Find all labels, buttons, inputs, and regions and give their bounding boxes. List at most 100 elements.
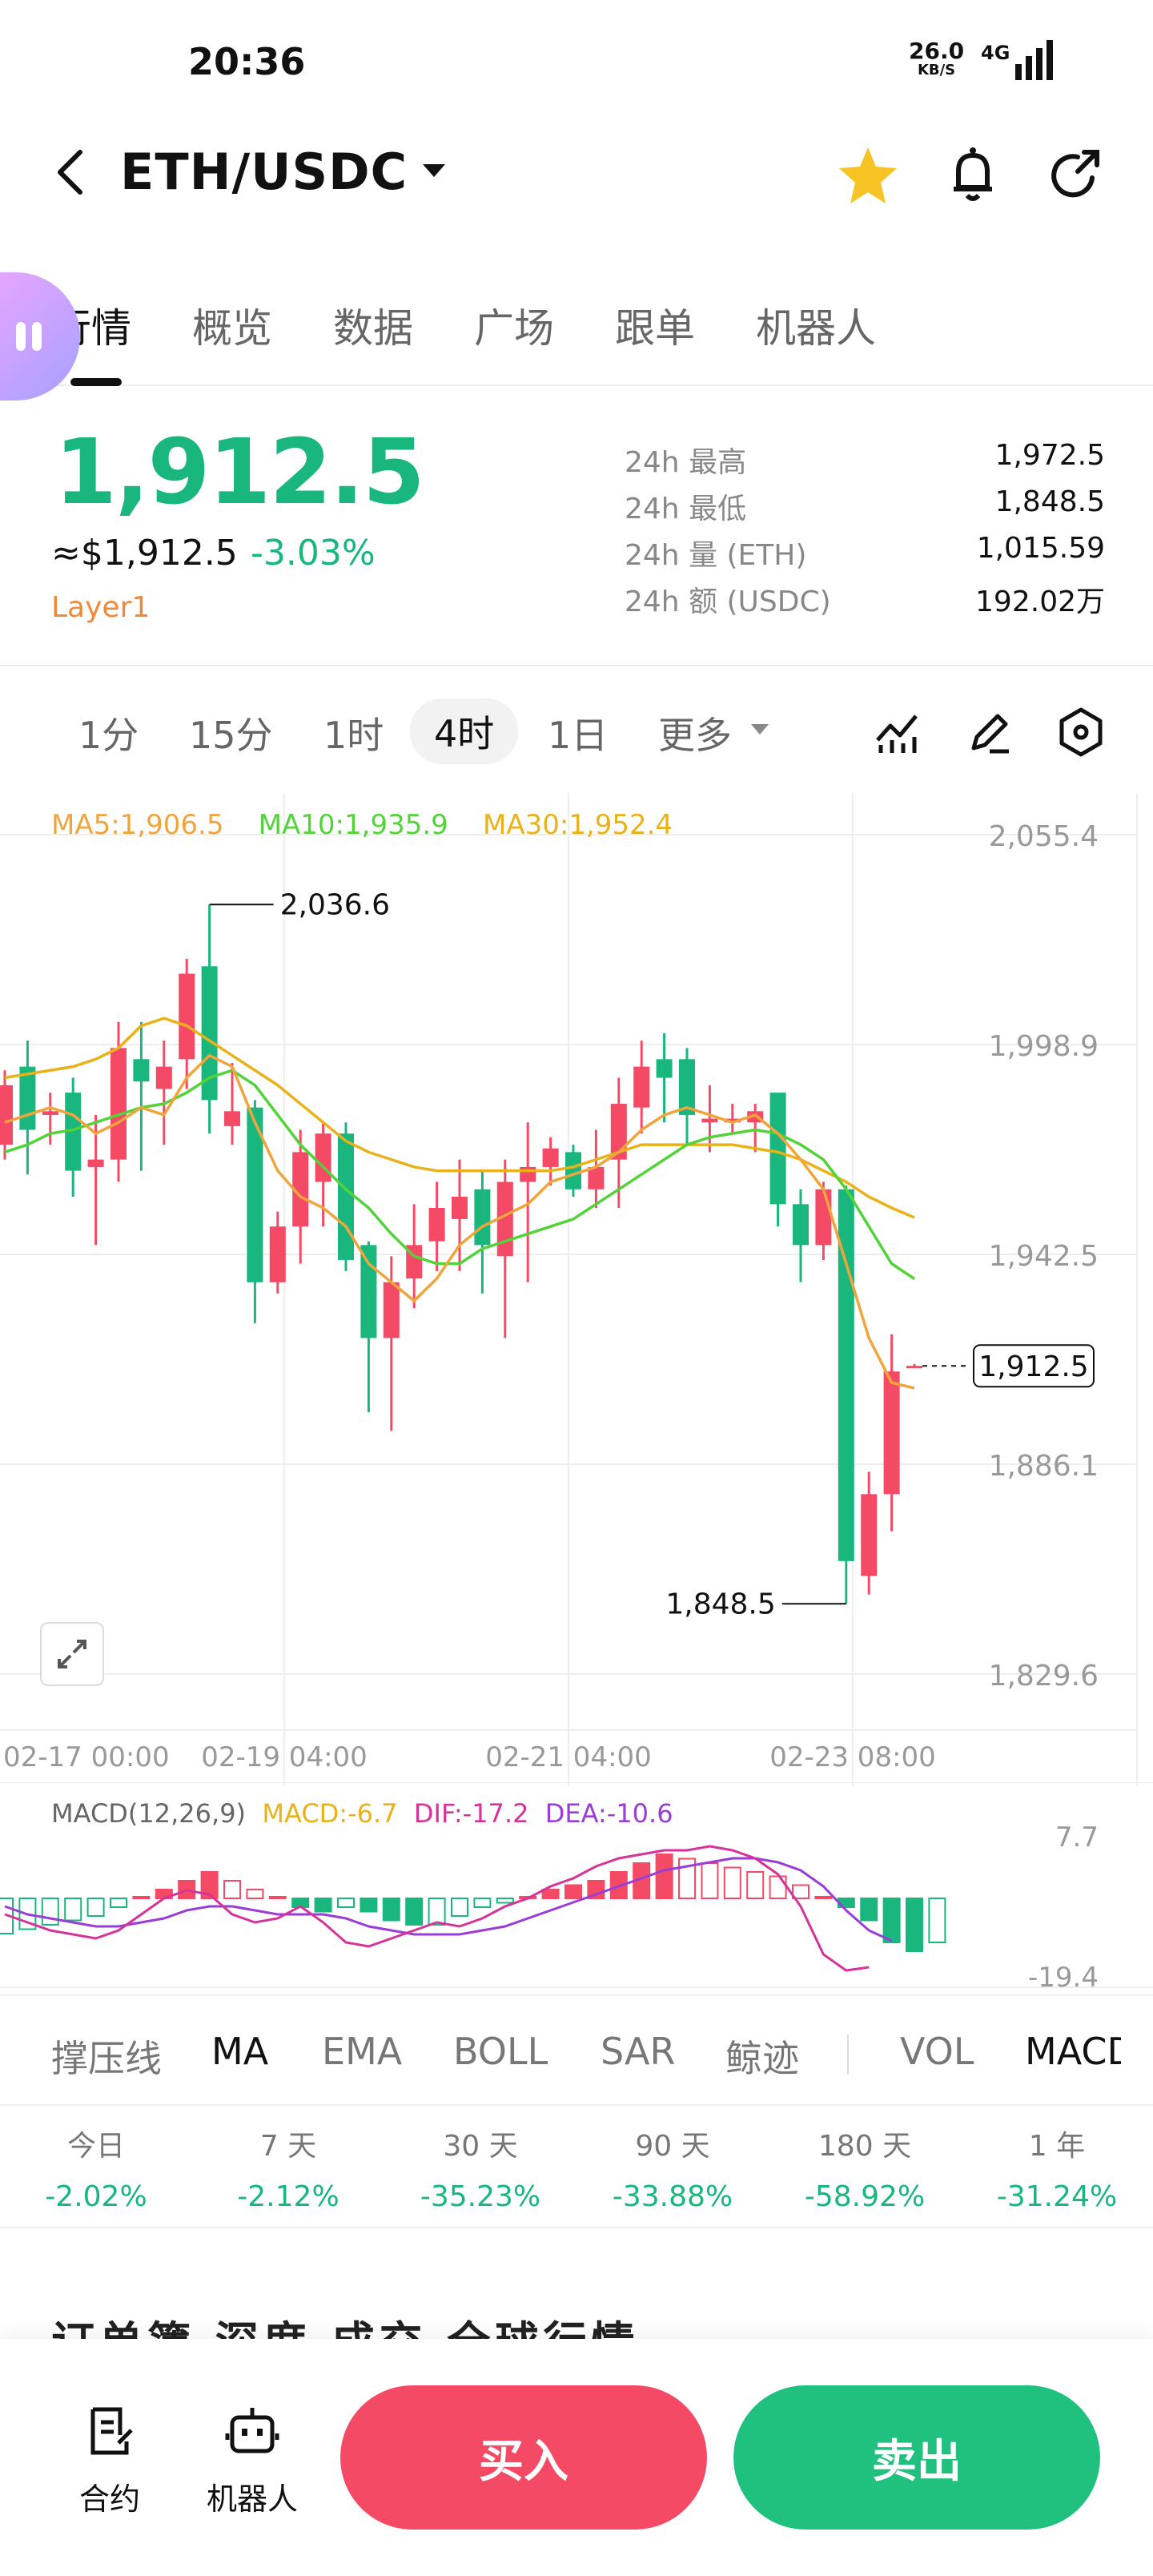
indicator-support[interactable]: 撑压线 — [51, 2037, 162, 2080]
perf-today: 今日 -2.02% — [0, 2123, 192, 2213]
last-price-box — [973, 1344, 1095, 1388]
pair-title[interactable]: ETH/USDC — [120, 143, 408, 201]
bot-nav[interactable]: 机器人 — [200, 2403, 304, 2518]
fullscreen-button[interactable] — [40, 1622, 104, 1686]
stat-value: 1,848.5 — [994, 485, 1105, 518]
x-tick-label: 02-19 04:00 — [201, 1741, 368, 1773]
net-speed-value: 26.0 — [909, 38, 965, 64]
candle-body — [588, 1166, 605, 1189]
dif-value: DIF:-17.2 — [413, 1798, 529, 1829]
kline-chart[interactable]: 2,055.4 1,998.9 1,942.5 1,886.1 1,829.6 2,036… — [0, 793, 1153, 1786]
candle-body — [224, 1111, 240, 1126]
candle-body — [179, 973, 195, 1060]
candle-body — [338, 1133, 354, 1260]
tab-square[interactable]: 广场 — [474, 305, 554, 352]
macd-value: MACD:-6.7 — [262, 1798, 398, 1829]
indicator-ema[interactable]: EMA — [322, 2030, 403, 2073]
perf-label: 今日 — [66, 2130, 125, 2163]
interval-4h[interactable]: 4时 — [410, 698, 519, 764]
candle-body — [247, 1107, 263, 1282]
ma10-label: MA10:1,935.9 — [258, 809, 448, 841]
macd-bar — [678, 1858, 696, 1899]
candle-body — [906, 1366, 922, 1369]
indicator-macd[interactable]: MACD — [1025, 2030, 1121, 2073]
indicator-bar: 撑压线 MA EMA BOLL SAR 鲸迹 VOL MACD — [0, 1994, 1153, 2106]
back-icon[interactable] — [48, 144, 96, 200]
interval-1d[interactable]: 1日 — [548, 714, 609, 757]
y-tick-label: 1,886.1 — [989, 1450, 1099, 1483]
interval-more[interactable]: 更多 — [658, 714, 732, 757]
low-marker-label: 1,848.5 — [665, 1588, 775, 1620]
sell-button[interactable]: 卖出 — [733, 2385, 1100, 2530]
macd-bar — [223, 1880, 241, 1899]
indicator-boll[interactable]: BOLL — [453, 2030, 548, 2073]
x-tick-label: 02-17 00:00 — [3, 1741, 170, 1773]
ma30-line — [4, 1016, 915, 1219]
main-tabs: 行情 概览 数据 广场 跟单 机器人 — [0, 272, 1153, 386]
candle-body — [65, 1093, 82, 1171]
24h-stats: 24h 最高 1,972.5 24h 最低 1,848.5 24h 量 (ETH) 1… — [625, 439, 1105, 625]
macd-bar — [200, 1871, 219, 1899]
candle-body — [42, 1111, 58, 1115]
macd-bar — [64, 1898, 82, 1922]
indicator-whale[interactable]: 鲸迹 — [725, 2037, 799, 2080]
dea-line — [4, 1857, 893, 1942]
candle-body — [383, 1282, 400, 1338]
perf-1y: 1 年 -31.24% — [961, 2123, 1153, 2213]
net-speed-unit: KB/S — [917, 62, 956, 78]
section-tabs-peek[interactable]: 订单簿 深度 成交 全球行情 — [51, 2307, 639, 2339]
ma-legend: MA5:1,906.5 MA10:1,935.9 MA30:1,952.4 — [51, 809, 673, 841]
y-tick-label: 1,942.5 — [989, 1240, 1099, 1273]
pair-dropdown-icon[interactable] — [423, 164, 445, 177]
tab-bots[interactable]: 机器人 — [756, 305, 876, 352]
interval-1m[interactable]: 1分 — [78, 714, 139, 757]
perf-value: -2.12% — [237, 2180, 339, 2213]
interval-15m[interactable]: 15分 — [189, 714, 273, 757]
chart-type-icon[interactable] — [873, 708, 921, 756]
interval-bar: 1分 15分 1时 4时 1日 更多 — [0, 689, 1153, 769]
perf-7d: 7 天 -2.12% — [192, 2123, 384, 2213]
candle-body — [474, 1189, 491, 1246]
more-caret-icon[interactable] — [751, 724, 769, 735]
draw-pen-icon[interactable] — [966, 708, 1014, 756]
candle-body — [360, 1245, 377, 1338]
last-price-label: 1,912.5 — [978, 1350, 1088, 1383]
stat-label: 24h 量 (ETH) — [625, 539, 807, 572]
macd-bar — [337, 1898, 355, 1908]
macd-legend: MACD(12,26,9) MACD:-6.7 DIF:-17.2 DEA:-1… — [51, 1798, 673, 1829]
perf-label: 90 天 — [635, 2130, 710, 2163]
candle-body — [724, 1118, 741, 1123]
category-tag[interactable]: Layer1 — [51, 591, 151, 624]
robot-icon — [225, 2408, 279, 2453]
contract-nav[interactable]: 合约 — [58, 2403, 162, 2518]
interval-1h[interactable]: 1时 — [323, 714, 384, 757]
macd-bar — [360, 1898, 378, 1913]
perf-value: -33.88% — [612, 2180, 733, 2213]
macd-bar — [41, 1898, 59, 1926]
indicator-vol[interactable]: VOL — [900, 2030, 974, 2073]
macd-bar — [564, 1884, 582, 1899]
settings-icon[interactable] — [1057, 706, 1105, 758]
share-icon[interactable] — [1043, 143, 1107, 207]
macd-bar — [906, 1898, 923, 1952]
bell-icon[interactable] — [941, 143, 1005, 207]
indicator-ma[interactable]: MA — [211, 2030, 269, 2073]
buy-button[interactable]: 买入 — [340, 2385, 707, 2530]
star-icon[interactable] — [836, 143, 900, 207]
candle-body — [110, 1048, 127, 1160]
divider — [0, 665, 1153, 666]
bottom-action-bar: 合约 机器人 买入 卖出 — [0, 2339, 1153, 2576]
macd-bar — [655, 1854, 673, 1899]
tab-overview[interactable]: 概览 — [192, 305, 272, 352]
candle-body — [610, 1104, 627, 1160]
candle-body — [701, 1118, 718, 1123]
stat-label: 24h 最高 — [625, 446, 747, 479]
macd-bar — [701, 1862, 719, 1899]
stat-label: 24h 最低 — [625, 493, 747, 525]
tab-data[interactable]: 数据 — [333, 305, 413, 352]
candle-body — [815, 1189, 832, 1246]
indicator-sar[interactable]: SAR — [601, 2030, 676, 2073]
macd-chart[interactable]: 7.7 -19.4 — [0, 1782, 1153, 1990]
candle-body — [520, 1166, 536, 1182]
tab-copy-trade[interactable]: 跟单 — [615, 305, 695, 352]
